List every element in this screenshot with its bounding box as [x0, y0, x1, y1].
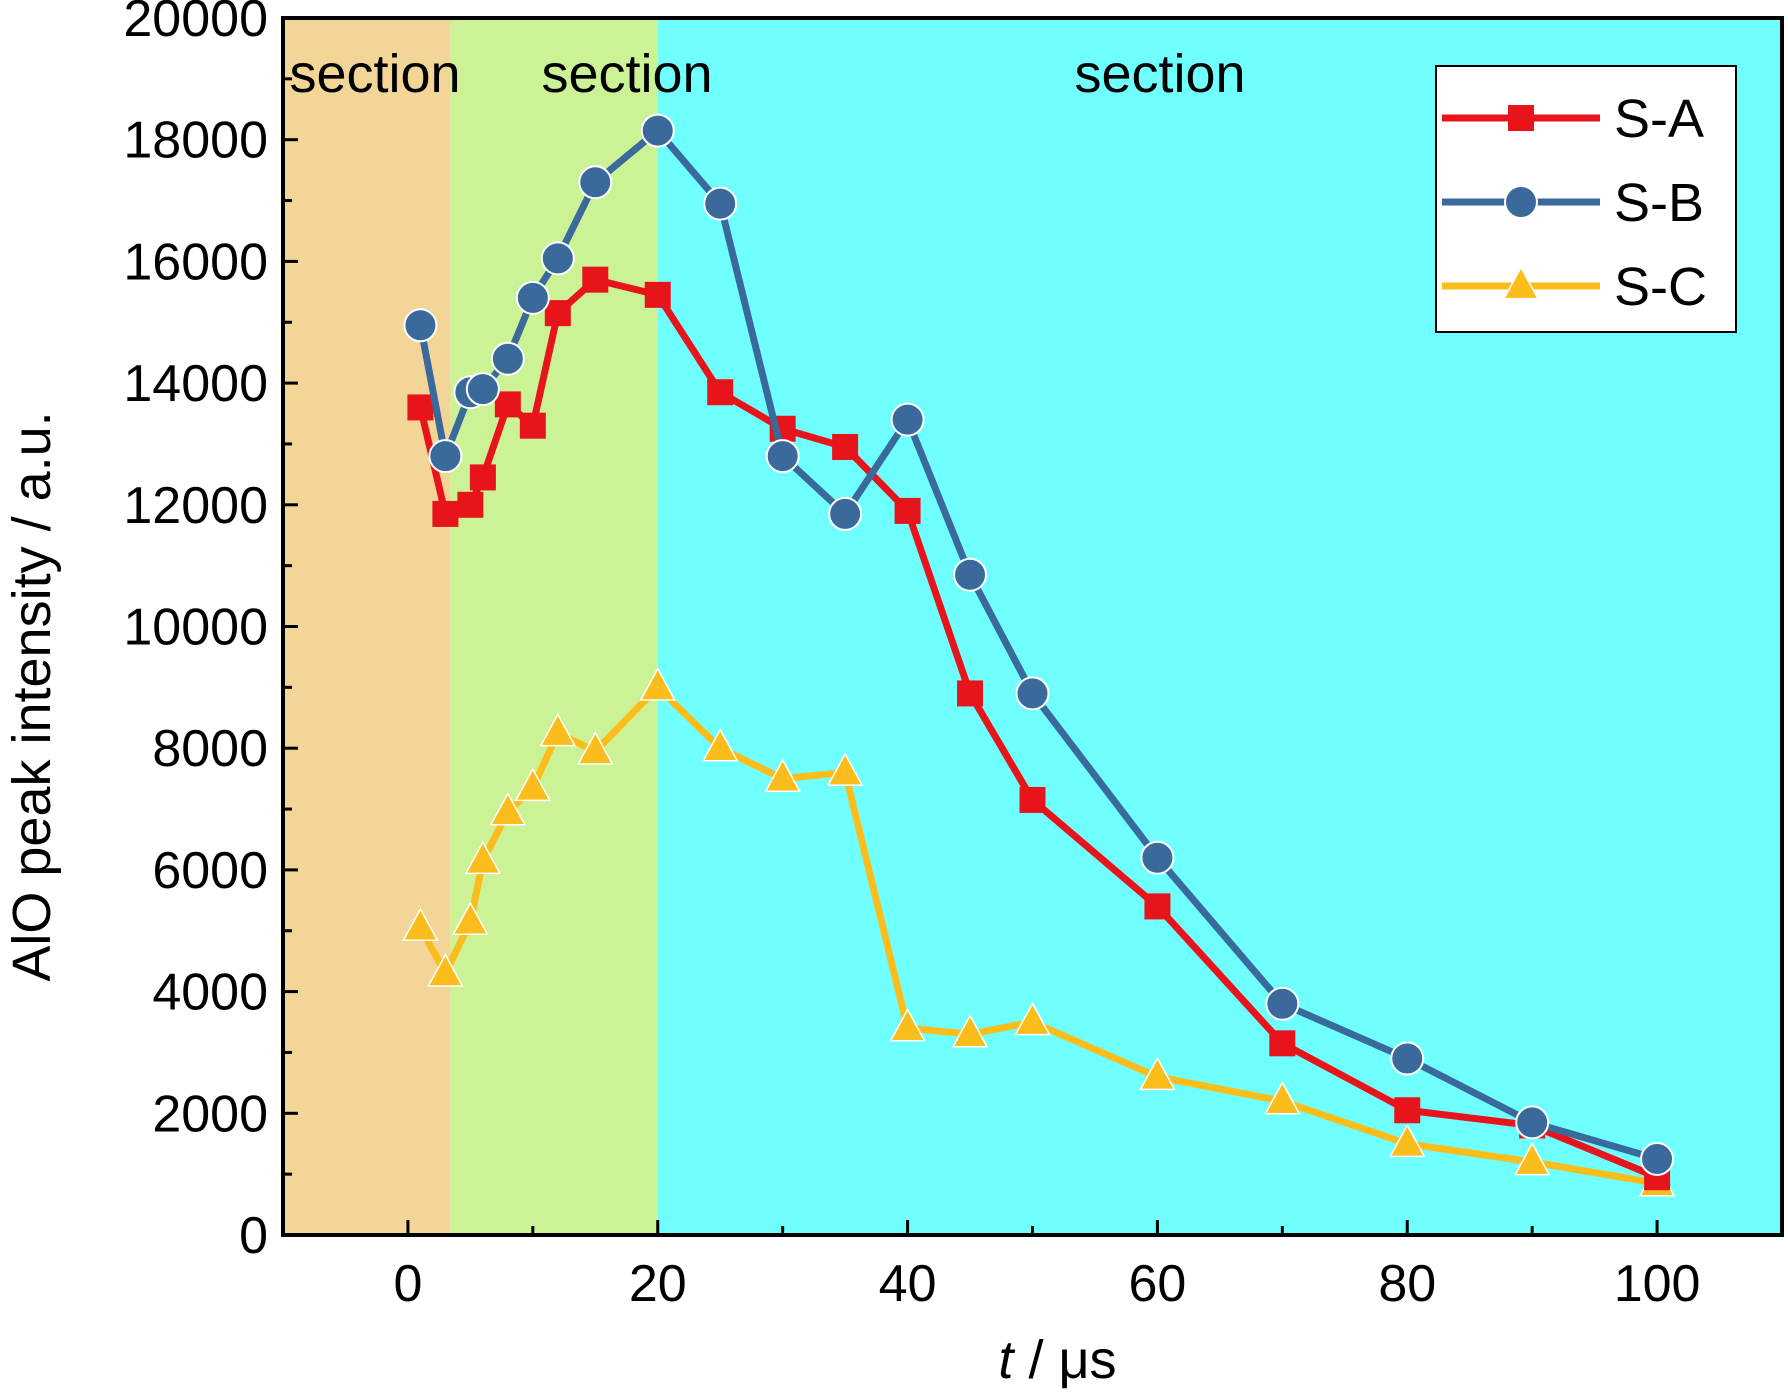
y-tick-label: 12000: [123, 477, 268, 535]
data-point-s-a-6: [544, 300, 571, 327]
data-point-s-c-0: [402, 907, 439, 942]
legend-entry-s-c: S-C: [1442, 257, 1707, 317]
data-point-s-c-6: [539, 712, 577, 747]
legend-label: S-C: [1614, 257, 1707, 317]
data-point-s-a-9: [707, 379, 734, 406]
data-point-s-c-1: [427, 953, 464, 987]
data-point-s-c-9: [701, 728, 739, 762]
data-point-s-a-12: [894, 497, 921, 524]
x-tick-label: 100: [1614, 1255, 1701, 1313]
data-point-s-b-9: [703, 186, 738, 221]
data-point-s-b-18: [1515, 1105, 1550, 1140]
data-point-s-c-3: [464, 840, 502, 875]
data-point-s-c-14: [1014, 1001, 1051, 1036]
series-layer: [402, 113, 1676, 1197]
data-point-s-c-11: [826, 752, 864, 786]
data-point-s-b-14: [1015, 676, 1050, 711]
data-point-s-a-3: [469, 464, 496, 491]
legend-entry-s-b: S-B: [1442, 173, 1704, 233]
y-tick-label: 10000: [123, 599, 268, 657]
data-point-s-a-1: [432, 500, 459, 527]
x-tick-label: 80: [1378, 1255, 1436, 1313]
data-point-s-c-4: [489, 791, 527, 826]
y-tick-label: 16000: [123, 233, 268, 291]
y-tick-label: 0: [239, 1207, 268, 1265]
data-point-s-b-0: [403, 308, 438, 343]
data-point-s-b-11: [828, 496, 863, 531]
data-point-s-c-8: [639, 667, 677, 701]
y-axis-title: AlO peak intensity / a.u.: [2, 411, 62, 981]
data-point-s-b-13: [953, 557, 988, 592]
y-tick-label: 8000: [152, 720, 268, 778]
legend-label: S-A: [1614, 89, 1704, 149]
data-point-s-b-10: [765, 439, 800, 474]
data-point-s-b-12: [890, 402, 925, 437]
data-point-s-b-17: [1390, 1041, 1425, 1076]
data-point-s-c-16: [1264, 1080, 1301, 1115]
data-point-s-a-8: [644, 281, 671, 308]
data-point-s-b-19: [1640, 1141, 1675, 1176]
data-point-s-b-5: [515, 280, 550, 315]
section-label-3: section: [1074, 44, 1245, 104]
data-point-s-a-13: [957, 680, 984, 707]
x-axis-title-unit: / μs: [1013, 1330, 1116, 1390]
y-tick-label: 14000: [123, 355, 268, 413]
x-tick-label: 20: [629, 1255, 687, 1313]
data-point-s-c-7: [577, 731, 614, 765]
data-point-s-c-13: [951, 1014, 989, 1048]
data-point-s-c-5: [514, 767, 552, 802]
data-point-s-a-16: [1269, 1030, 1296, 1057]
data-point-s-b-4: [490, 341, 525, 376]
data-point-s-b-6: [540, 241, 575, 276]
y-tick-label: 2000: [152, 1085, 268, 1143]
legend-marker-s-c: [1502, 265, 1540, 300]
data-point-s-b-8: [640, 113, 675, 148]
x-axis-title-symbol: t: [998, 1330, 1015, 1390]
section-label-2: section: [541, 44, 712, 104]
data-point-s-a-14: [1019, 786, 1046, 813]
data-point-s-a-11: [832, 433, 859, 460]
section-band-1: [283, 18, 451, 1235]
data-point-s-a-17: [1394, 1097, 1421, 1124]
axes: 0 20 40 60 80 100 0 2000 4000 6000 8000 10000 12000 1…: [123, 0, 1784, 1313]
y-tick-label: 4000: [152, 964, 268, 1022]
x-axis-title: t / μs: [998, 1330, 1116, 1390]
data-point-s-c-18: [1513, 1141, 1551, 1176]
data-point-s-a-4: [494, 391, 521, 418]
data-point-s-a-0: [407, 394, 434, 421]
data-point-s-c-10: [764, 758, 801, 792]
data-point-s-b-1: [428, 439, 463, 474]
legend-marker-s-b: [1504, 185, 1538, 219]
legend-marker-s-a: [1508, 105, 1534, 131]
legend-label: S-B: [1614, 173, 1704, 233]
data-point-s-b-15: [1140, 840, 1175, 875]
y-tick-label: 20000: [123, 0, 268, 48]
data-point-s-c-12: [889, 1007, 926, 1042]
x-tick-label: 0: [393, 1255, 422, 1313]
data-point-s-a-5: [519, 412, 546, 439]
legend-entry-s-a: S-A: [1442, 89, 1704, 149]
section-labels: section section section: [289, 44, 1245, 104]
data-point-s-a-15: [1144, 893, 1171, 920]
x-tick-label: 40: [879, 1255, 937, 1313]
series-s-c: [402, 667, 1676, 1197]
data-point-s-b-16: [1265, 986, 1300, 1021]
data-point-s-c-15: [1139, 1056, 1176, 1091]
section-band-2: [450, 18, 658, 1235]
data-point-s-a-2: [457, 491, 484, 518]
x-tick-label: 60: [1128, 1255, 1186, 1313]
y-tick-label: 18000: [123, 112, 268, 170]
data-point-s-c-17: [1388, 1123, 1426, 1158]
data-point-s-b-7: [578, 165, 613, 200]
data-point-s-c-2: [452, 901, 489, 935]
y-tick-label: 6000: [152, 842, 268, 900]
legend: S-A S-B S-C: [1435, 65, 1737, 333]
series-s-b: [403, 113, 1675, 1176]
section-backgrounds: [283, 18, 1782, 1235]
data-point-s-b-3: [465, 372, 500, 407]
data-point-s-a-7: [582, 266, 609, 293]
section-label-1: section: [289, 44, 460, 104]
